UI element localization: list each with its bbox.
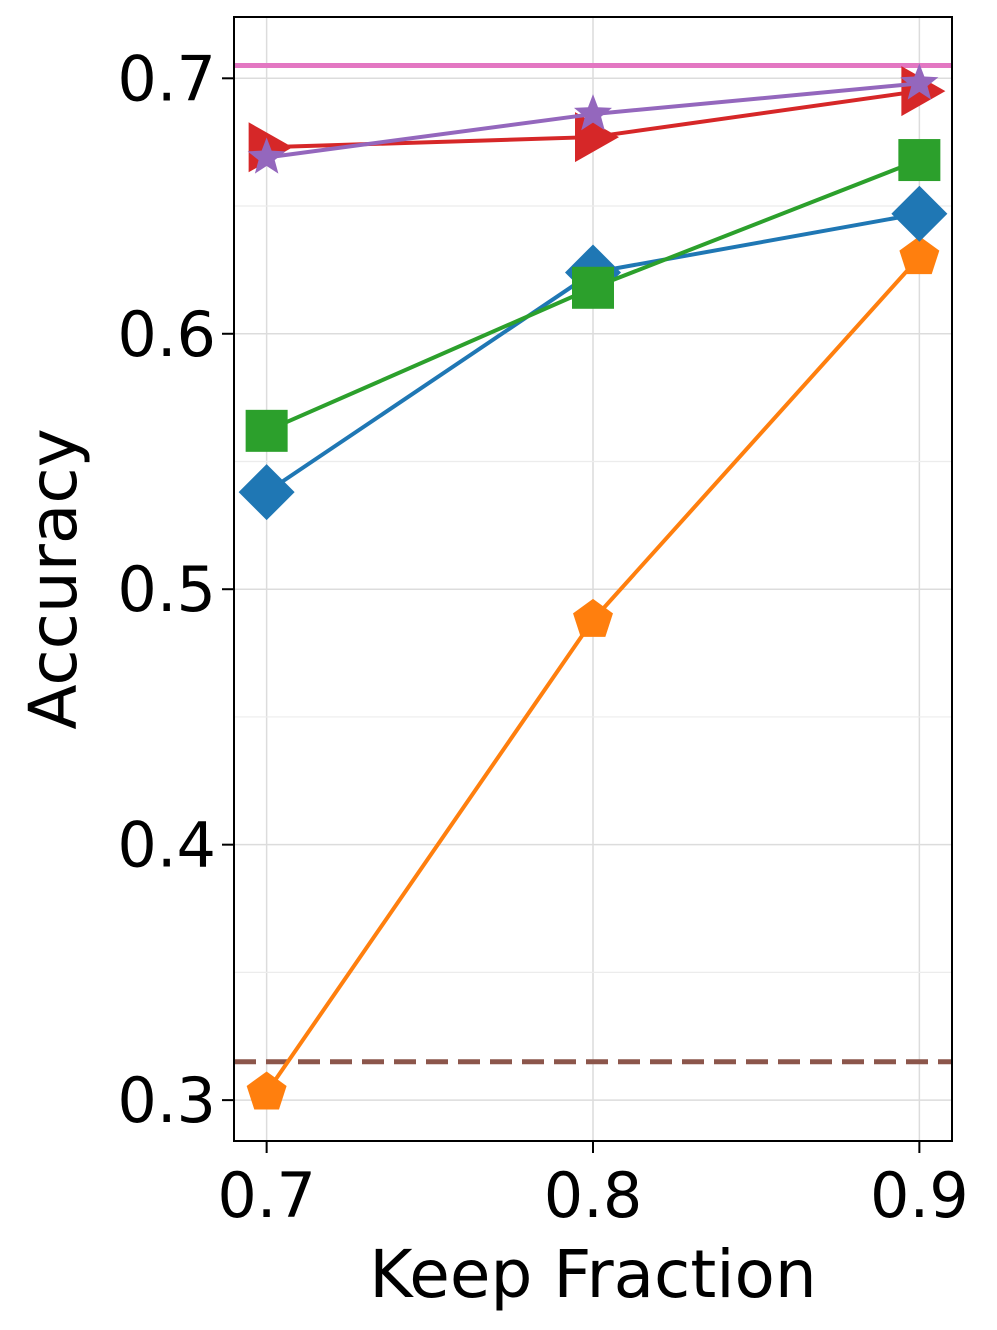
y-tick-label: 0.4 xyxy=(117,809,216,882)
series-layer xyxy=(238,63,948,1110)
x-tick-label: 0.7 xyxy=(217,1159,316,1232)
data-point xyxy=(245,409,288,452)
data-point xyxy=(899,236,940,275)
data-point xyxy=(572,266,614,309)
data-point xyxy=(891,185,948,242)
y-tick-label: 0.3 xyxy=(117,1064,216,1137)
data-point xyxy=(900,63,939,100)
y-axis-ticks: 0.3 0.4 0.5 0.6 0.7 xyxy=(117,42,234,1137)
data-point xyxy=(898,139,941,182)
data-point xyxy=(573,598,613,637)
series-5 xyxy=(247,63,939,174)
x-tick-label: 0.8 xyxy=(544,1159,643,1232)
grid xyxy=(234,17,952,1141)
y-axis-label: Accuracy xyxy=(15,428,92,729)
y-tick-label: 0.6 xyxy=(117,298,216,371)
reference-lines xyxy=(234,63,952,1065)
data-point xyxy=(246,1071,287,1110)
data-point xyxy=(247,137,286,174)
data-point xyxy=(573,94,613,131)
x-tick-label: 0.9 xyxy=(870,1159,969,1232)
y-tick-label: 0.5 xyxy=(117,553,216,626)
series-1 xyxy=(246,236,940,1110)
data-point xyxy=(238,464,295,521)
y-tick-label: 0.7 xyxy=(117,42,216,115)
series-3 xyxy=(245,139,941,452)
x-axis-label: Keep Fraction xyxy=(369,1236,817,1313)
x-axis-ticks: 0.7 0.8 0.9 xyxy=(217,1141,969,1232)
